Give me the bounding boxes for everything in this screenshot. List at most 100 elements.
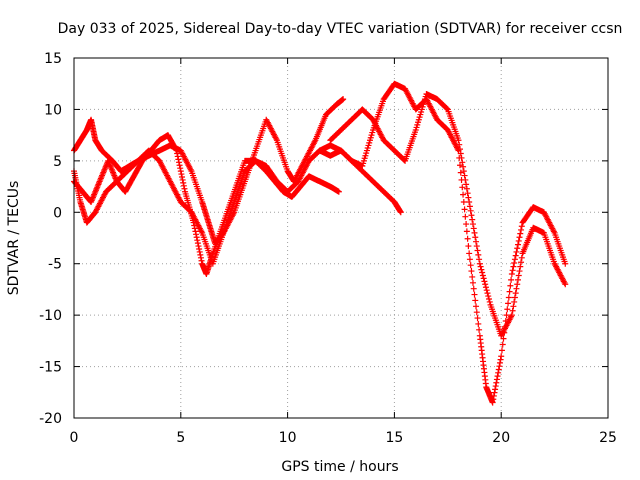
data-point [461, 172, 468, 179]
data-point [517, 230, 524, 237]
data-point [194, 240, 201, 247]
data-point [470, 225, 477, 232]
data-point [466, 199, 473, 205]
data-point [180, 182, 187, 189]
data-point [457, 146, 464, 153]
x-tick-label: 20 [492, 430, 510, 446]
data-point [518, 254, 525, 261]
data-point [335, 188, 342, 195]
data-point [511, 298, 518, 305]
data-point [515, 272, 522, 279]
data-point [484, 290, 491, 297]
data-point [175, 159, 182, 166]
data-point [455, 137, 462, 144]
data-point [509, 267, 516, 274]
data-point [512, 252, 519, 259]
data-point [193, 231, 200, 238]
grid-lines [74, 58, 608, 418]
data-point [173, 147, 180, 154]
data-point [512, 290, 519, 297]
series-track-3 [71, 142, 404, 267]
data-point [456, 141, 463, 148]
data-point [478, 266, 485, 273]
data-point [514, 245, 521, 252]
data-point [176, 162, 183, 169]
data-point [490, 396, 497, 403]
data-point [497, 356, 504, 363]
y-tick-label: -10 [39, 308, 62, 324]
data-point [476, 260, 483, 267]
data-point [482, 281, 489, 288]
data-point [514, 281, 521, 288]
data-point [475, 320, 482, 327]
data-point [459, 159, 466, 166]
data-point [179, 176, 186, 183]
data-point [177, 165, 184, 172]
data-point [507, 282, 514, 289]
data-point [192, 228, 199, 235]
x-tick-label: 10 [279, 430, 297, 446]
data-point [467, 262, 474, 269]
data-point [172, 146, 179, 153]
data-point [562, 281, 569, 288]
data-point [479, 272, 486, 279]
data-point [198, 257, 205, 264]
data-point [508, 312, 515, 319]
data-point [504, 306, 511, 313]
data-point [470, 285, 477, 292]
x-tick-label: 5 [176, 430, 185, 446]
data-point [468, 212, 475, 219]
data-point [462, 213, 469, 220]
data-point [197, 254, 204, 261]
data-point [457, 169, 464, 176]
data-point [194, 237, 201, 244]
axis-ticks [73, 57, 609, 419]
data-point [464, 235, 471, 242]
data-point [514, 276, 521, 283]
data-point [174, 153, 181, 160]
y-tick-label: 5 [53, 154, 62, 170]
data-point [465, 194, 472, 201]
data-point [513, 285, 520, 292]
data-point [463, 185, 470, 192]
data-point [458, 154, 465, 161]
data-point [463, 221, 470, 228]
data-point [473, 309, 480, 316]
data-point [469, 216, 476, 223]
data-point [495, 366, 502, 373]
data-point [473, 303, 480, 310]
series-markers [71, 80, 569, 406]
data-point [506, 288, 513, 295]
data-point [476, 326, 483, 333]
tick-labels: 0 5 10 15 20 25 -20 -15 -10 -5 0 5 10 15 [39, 51, 617, 446]
data-point [496, 359, 503, 366]
data-point [472, 234, 479, 241]
data-point [469, 279, 476, 286]
data-point [473, 238, 480, 245]
data-point [196, 248, 203, 255]
data-point [397, 209, 404, 216]
data-point [509, 307, 516, 314]
data-point [197, 251, 204, 258]
data-point [463, 181, 470, 188]
data-point [460, 163, 467, 170]
data-point [505, 300, 512, 307]
data-point [511, 256, 518, 263]
data-point [460, 191, 467, 198]
data-point [476, 256, 483, 263]
data-point [473, 243, 480, 250]
data-point [471, 229, 478, 236]
data-point [489, 399, 496, 406]
data-point [516, 268, 523, 275]
series-track-2 [71, 132, 342, 277]
data-point [479, 269, 486, 276]
data-point [481, 278, 488, 285]
x-tick-label: 0 [70, 430, 79, 446]
data-point [174, 150, 181, 157]
data-point [460, 199, 467, 205]
data-point [493, 379, 500, 386]
data-point [505, 294, 512, 301]
data-point [492, 383, 499, 390]
data-point [562, 260, 569, 267]
